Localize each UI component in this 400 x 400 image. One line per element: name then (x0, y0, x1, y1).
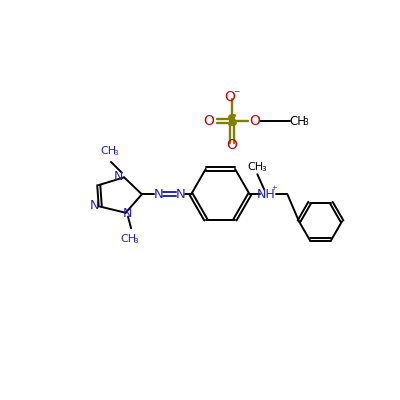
Text: CH: CH (120, 234, 136, 244)
Text: N: N (122, 207, 132, 220)
Text: $_3$: $_3$ (133, 236, 140, 246)
Text: O: O (204, 114, 214, 128)
Text: N: N (114, 170, 124, 183)
Text: N: N (154, 188, 164, 201)
Text: $_3$: $_3$ (303, 116, 309, 129)
Text: CH: CH (100, 146, 116, 156)
Text: O: O (226, 138, 237, 152)
Text: $_3$: $_3$ (113, 148, 120, 158)
Text: $^+$: $^+$ (270, 186, 278, 196)
Text: CH: CH (248, 162, 264, 172)
Text: $_3$: $_3$ (261, 164, 267, 174)
Text: $^-$: $^-$ (232, 89, 241, 99)
Text: NH: NH (257, 188, 276, 201)
Text: N: N (90, 199, 99, 212)
Text: CH: CH (289, 115, 306, 128)
Text: O: O (224, 90, 235, 104)
Text: S: S (226, 114, 238, 129)
Text: O: O (250, 114, 260, 128)
Text: N: N (176, 188, 185, 201)
